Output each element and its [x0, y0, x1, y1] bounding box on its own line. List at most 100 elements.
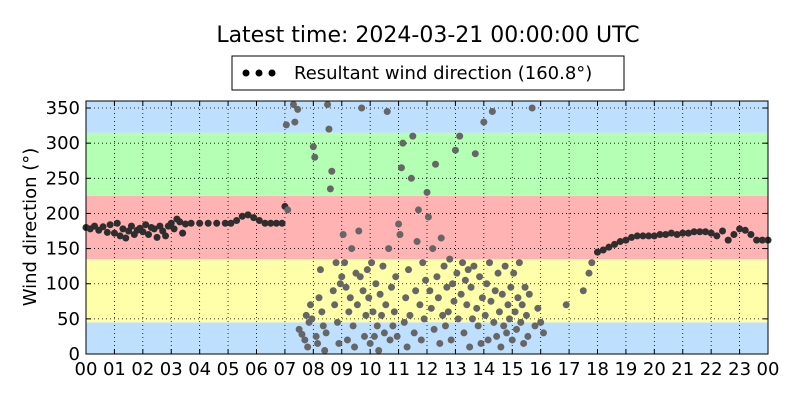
data-point: [386, 336, 394, 344]
data-point: [507, 283, 515, 291]
legend-label: Resultant wind direction (160.8°): [294, 63, 592, 84]
data-point: [368, 259, 376, 267]
x-tick-label: 13: [444, 359, 467, 380]
data-point: [329, 287, 337, 295]
data-point: [127, 222, 135, 230]
data-point: [379, 262, 387, 270]
data-point: [684, 229, 692, 237]
data-point: [405, 266, 413, 274]
data-point: [433, 273, 441, 281]
data-point: [244, 211, 252, 219]
data-point: [306, 301, 314, 309]
data-point: [430, 325, 438, 333]
data-point: [497, 343, 505, 351]
data-point: [304, 343, 312, 351]
data-point: [103, 228, 111, 236]
x-tick-label: 18: [586, 359, 609, 380]
data-point: [113, 219, 121, 227]
data-point: [396, 231, 404, 239]
data-point: [412, 287, 420, 295]
data-point: [513, 325, 521, 333]
x-tick-label: 06: [245, 359, 268, 380]
data-point: [301, 336, 309, 344]
data-point: [599, 246, 607, 254]
data-point: [524, 332, 532, 340]
data-point: [753, 236, 761, 244]
data-point: [373, 322, 381, 330]
data-point: [106, 221, 114, 229]
data-point: [176, 218, 184, 226]
data-point: [370, 332, 378, 340]
data-point: [349, 322, 357, 330]
data-point: [353, 301, 361, 309]
data-point: [494, 269, 502, 277]
data-point: [443, 283, 451, 291]
data-point: [153, 233, 161, 241]
data-point: [493, 332, 501, 340]
data-point: [463, 301, 471, 309]
data-point: [456, 132, 464, 140]
data-point: [338, 273, 346, 281]
data-point: [308, 315, 316, 323]
data-point: [562, 301, 570, 309]
data-point: [588, 259, 596, 267]
data-point: [348, 245, 356, 253]
data-point: [378, 311, 386, 319]
data-point: [322, 329, 330, 337]
data-point: [429, 245, 437, 253]
data-point: [414, 206, 422, 214]
data-point: [537, 318, 545, 326]
x-tick-label: 00: [757, 359, 780, 380]
data-point: [365, 294, 373, 302]
data-point: [724, 236, 732, 244]
x-tick-label: 03: [160, 359, 183, 380]
x-tick-label: 11: [387, 359, 410, 380]
x-tick-label: 15: [501, 359, 524, 380]
data-point: [432, 160, 440, 168]
data-point: [179, 229, 187, 237]
data-point: [366, 339, 374, 347]
data-point: [437, 234, 445, 242]
data-point: [196, 219, 204, 227]
data-point: [91, 222, 99, 230]
data-point: [358, 104, 366, 112]
data-point: [467, 283, 475, 291]
data-point: [402, 294, 410, 302]
data-point: [119, 225, 127, 233]
data-point: [622, 236, 630, 244]
legend: Resultant wind direction (160.8°): [231, 55, 625, 91]
data-point: [585, 269, 593, 277]
data-point: [399, 139, 407, 147]
data-point: [628, 233, 636, 241]
data-point: [419, 259, 427, 267]
data-point: [476, 273, 484, 281]
legend-marker: [242, 69, 250, 77]
x-tick-label: 12: [416, 359, 439, 380]
data-point: [730, 231, 738, 239]
data-point: [451, 146, 459, 154]
data-point: [501, 262, 509, 270]
data-point: [422, 276, 430, 284]
data-point: [325, 125, 333, 133]
x-tick-label: 22: [700, 359, 723, 380]
data-point: [454, 315, 462, 323]
x-tick-label: 05: [217, 359, 240, 380]
data-point: [363, 266, 371, 274]
data-point: [511, 308, 519, 316]
data-point: [406, 311, 414, 319]
data-point: [531, 322, 539, 330]
data-point: [395, 220, 403, 228]
data-point: [481, 311, 489, 319]
data-point: [466, 343, 474, 351]
data-point: [426, 287, 434, 295]
x-tick-label: 14: [472, 359, 495, 380]
data-point: [362, 311, 370, 319]
data-point: [342, 283, 350, 291]
data-point: [514, 294, 522, 302]
data-point: [701, 228, 709, 236]
data-point: [474, 322, 482, 330]
data-point: [468, 315, 476, 323]
data-point: [145, 231, 153, 239]
data-point: [372, 280, 380, 288]
data-point: [326, 185, 334, 193]
